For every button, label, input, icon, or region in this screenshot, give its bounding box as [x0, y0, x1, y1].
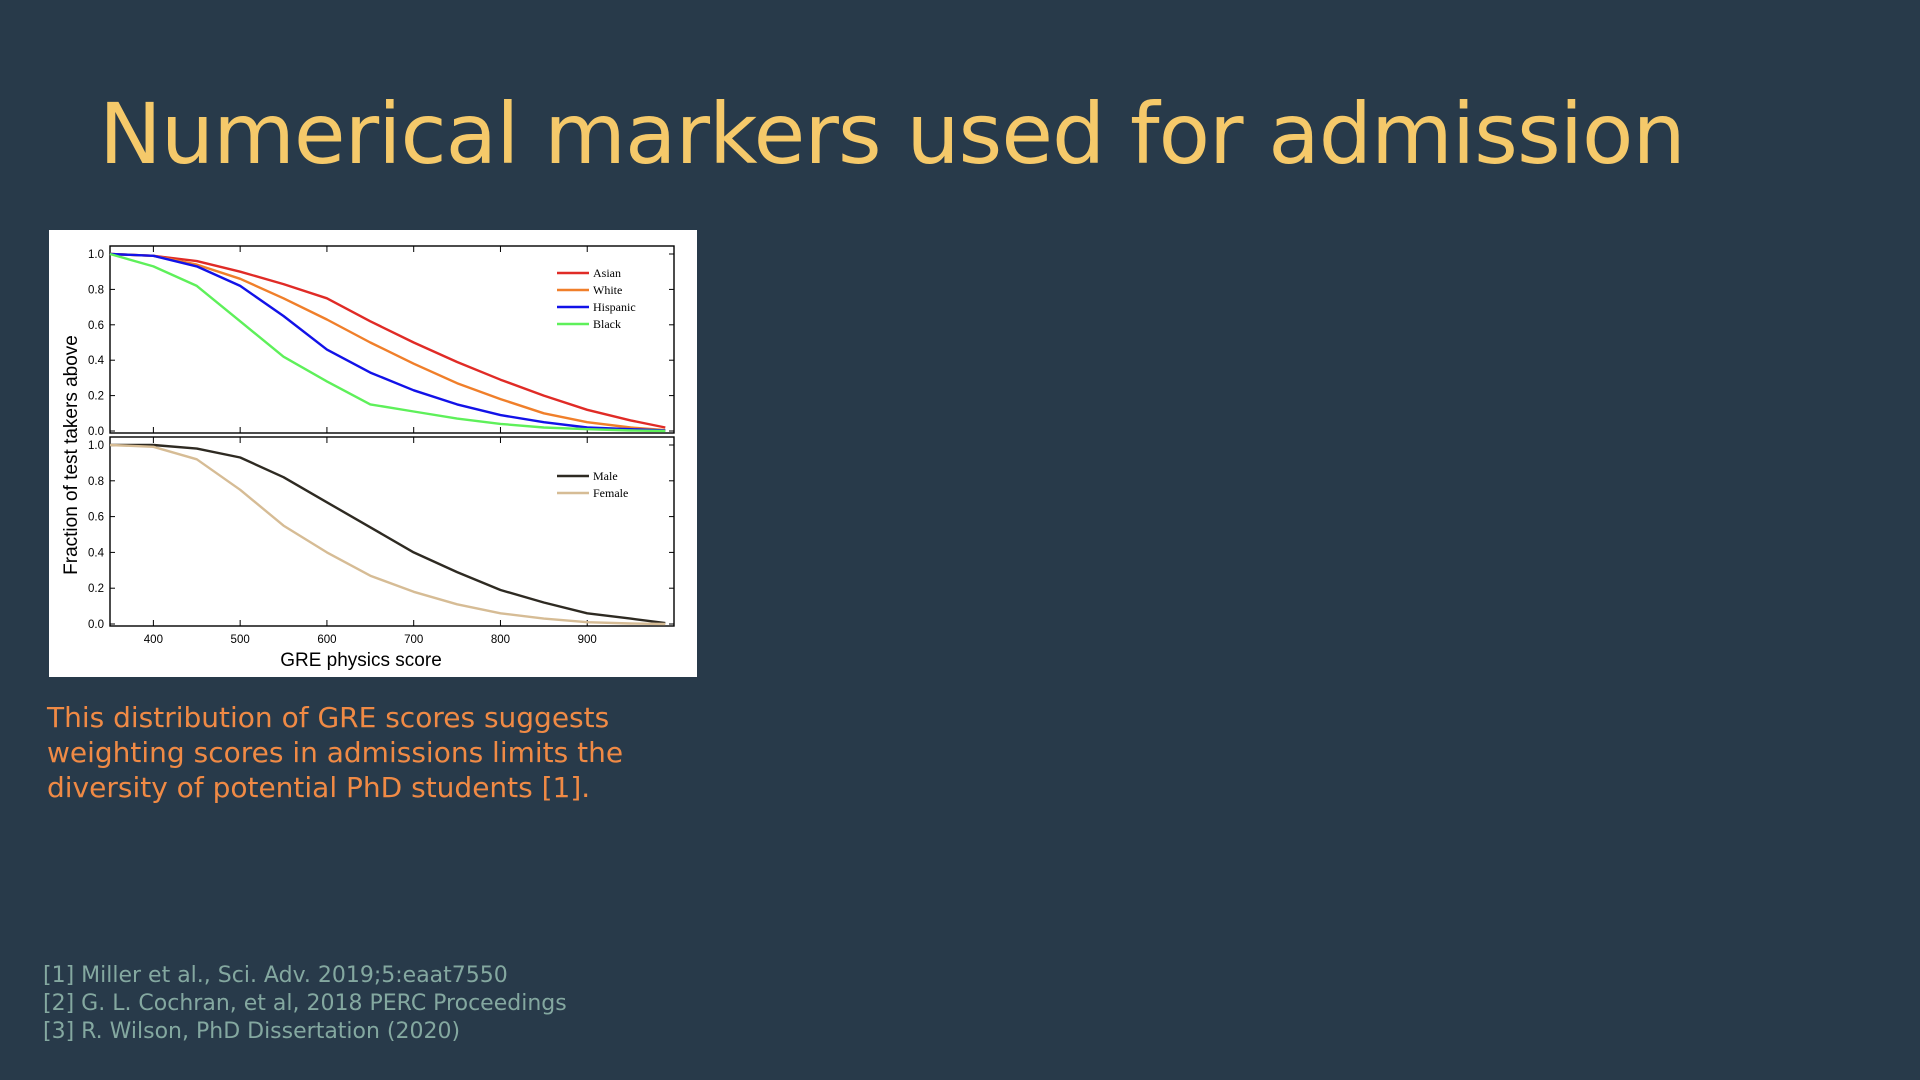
legend-label: Male — [593, 469, 618, 483]
series-line-white — [109, 252, 666, 432]
y-tick-label: 0.6 — [88, 320, 104, 332]
chart-svg: 0.0 0.2 0.4 0.6 0.8 1.0 Asian White Hispanic Blac… — [61, 245, 675, 671]
reference-item: [1] Miller et al., Sci. Adv. 2019;5:eaat… — [43, 963, 508, 988]
slide-title: Numerical markers used for admission — [99, 85, 1686, 183]
plot-frame — [109, 436, 675, 627]
series-line-black — [109, 252, 666, 433]
series-line-hispanic — [109, 252, 666, 432]
y-tick-label: 1.0 — [88, 249, 104, 261]
y-tick-label: 0.4 — [88, 355, 105, 367]
y-tick-label: 0.0 — [88, 426, 104, 438]
legend-label: Female — [593, 486, 628, 500]
reference-item: [2] G. L. Cochran, et al, 2018 PERC Proc… — [43, 991, 567, 1016]
plot-frame — [109, 245, 675, 434]
references: [1] Miller et al., Sci. Adv. 2019;5:eaat… — [43, 962, 567, 1046]
legend-label: Black — [593, 317, 621, 331]
legend-label: White — [593, 283, 622, 297]
legend-label: Asian — [593, 266, 621, 280]
series-line-male — [110, 443, 666, 625]
caption-line: diversity of potential PhD students [1]. — [47, 771, 591, 804]
caption-line: weighting scores in admissions limits th… — [47, 736, 624, 769]
x-tick-label: 900 — [578, 634, 597, 646]
y-tick-label: 1.0 — [88, 440, 104, 452]
y-tick-label: 0.8 — [88, 476, 104, 488]
y-axis-label: Fraction of test takers above — [61, 335, 82, 575]
series-line-asian — [109, 252, 666, 429]
reference-item: [3] R. Wilson, PhD Dissertation (2020) — [43, 1019, 461, 1044]
y-tick-label: 0.4 — [88, 547, 105, 559]
y-tick-label: 0.2 — [88, 583, 104, 595]
y-tick-label: 0.0 — [88, 619, 104, 631]
x-axis-label: GRE physics score — [280, 650, 442, 671]
legend-label: Hispanic — [593, 300, 636, 314]
x-tick-label: 400 — [144, 634, 163, 646]
y-tick-label: 0.2 — [88, 391, 104, 403]
y-tick-label: 0.6 — [88, 512, 104, 524]
y-tick-label: 0.8 — [88, 284, 104, 296]
x-tick-label: 800 — [491, 634, 510, 646]
caption: This distribution of GRE scores suggests… — [47, 700, 667, 805]
x-tick-label: 500 — [231, 634, 250, 646]
x-tick-label: 600 — [317, 634, 336, 646]
caption-line: This distribution of GRE scores suggests — [47, 701, 610, 734]
x-tick-label: 700 — [404, 634, 423, 646]
series-line-female — [109, 443, 666, 626]
chart-figure: 0.0 0.2 0.4 0.6 0.8 1.0 Asian White Hispanic Blac… — [49, 230, 697, 677]
